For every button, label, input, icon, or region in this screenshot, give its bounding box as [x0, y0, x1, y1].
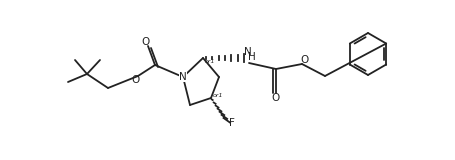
Text: O: O [142, 37, 150, 47]
Text: H: H [248, 52, 255, 62]
Text: F: F [228, 118, 234, 128]
Text: or1: or1 [205, 59, 215, 64]
Text: N: N [243, 47, 251, 57]
Text: N: N [179, 72, 187, 82]
Text: O: O [131, 75, 140, 85]
Text: O: O [271, 93, 279, 103]
Text: or1: or1 [212, 92, 223, 97]
Text: O: O [300, 55, 308, 65]
